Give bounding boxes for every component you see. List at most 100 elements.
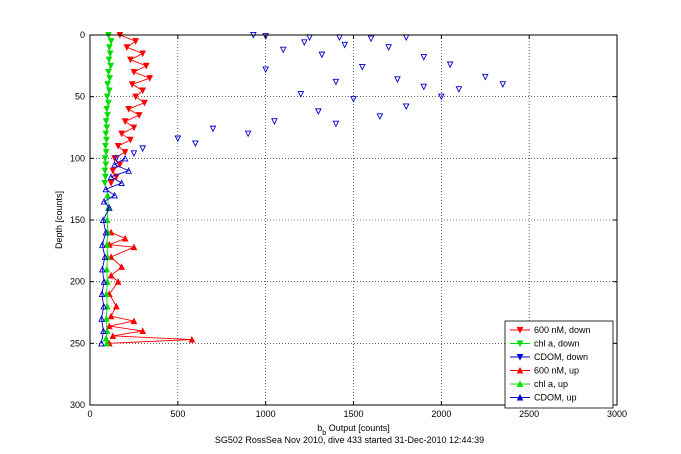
data-point [107,312,115,320]
data-point [107,179,115,187]
data-point [118,263,125,270]
x-tick-label: 2500 [519,409,539,419]
data-point [101,155,109,162]
data-point [118,130,125,138]
data-point [105,44,113,51]
data-point [262,66,269,74]
data-point [105,56,113,64]
data-point [125,167,132,174]
data-point [141,99,148,107]
series [98,154,132,347]
data-point [100,278,108,285]
data-point [516,353,524,361]
legend-entry: chl a, down [510,339,580,349]
legend-box [504,320,614,409]
data-point [114,142,122,150]
data-point [107,38,115,45]
x-axis-label-sub: b [322,430,326,437]
data-point [139,50,147,58]
legend-label: chl a, up [534,379,568,389]
data-point [279,46,287,54]
data-point [130,150,138,158]
data-point [105,87,113,95]
legend-label: CDOM, down [534,352,588,362]
data-point [146,75,154,82]
data-point [103,216,111,224]
data-point [499,81,507,88]
y-tick-label: 0 [80,30,85,40]
data-point [139,87,147,95]
grid-lines [90,35,617,405]
data-point [455,86,463,93]
data-point [121,234,129,242]
data-point [109,332,117,339]
data-point [107,173,115,180]
data-point [332,78,340,86]
data-point [142,62,150,70]
chart-caption: SG502 RossSea Nov 2010, dive 433 started… [215,435,484,445]
data-point [420,54,428,61]
x-tick-label: 1500 [343,409,363,419]
data-point [130,124,138,132]
data-point [336,34,343,42]
data-point [100,327,107,335]
data-point [106,75,114,82]
data-point [118,179,125,187]
data-point [420,83,428,91]
data-point [98,241,106,248]
data-point [446,61,454,69]
data-point [107,62,115,70]
data-point [103,315,110,322]
data-point [402,103,410,111]
data-point [367,35,375,43]
series [113,31,507,162]
tick-labels: 0 500 1000 1500 2000 2500 3000 0 50 100 150 200 250 3… [70,30,627,419]
data-point [102,142,109,150]
series-line [108,231,192,344]
data-point [132,93,140,101]
data-point [174,135,182,143]
data-point [318,51,326,59]
data-point [99,216,107,224]
series [102,191,112,347]
legend-label: 600 nM, down [534,325,591,335]
data-point [102,149,110,156]
data-point [516,326,524,334]
legend-label: chl a, down [534,339,580,349]
data-point [98,339,105,347]
data-point [114,278,122,285]
data-point [103,265,111,273]
y-tick-label: 150 [70,215,85,225]
x-axis-label-main: b [317,423,322,433]
data-point [188,336,196,343]
x-tick-label: 1000 [256,409,276,419]
y-tick-label: 300 [70,400,85,410]
data-point [104,191,111,199]
data-point [121,118,129,125]
data-point [350,96,357,103]
data-point [106,50,114,58]
data-point [516,340,524,348]
data-point [105,204,113,211]
data-point [297,91,305,98]
data-point [516,380,524,388]
data-point [130,317,138,325]
data-point [130,68,138,76]
legend-entry: CDOM, down [510,352,588,362]
data-point [104,81,111,88]
data-point [209,125,217,133]
data-point [100,302,108,310]
data-point [394,76,401,84]
data-point [101,167,109,175]
data-point [332,120,340,128]
data-point [130,243,138,251]
data-point [438,93,445,101]
data-point [127,136,134,144]
data-point [102,161,110,169]
data-point [481,73,489,81]
data-point [102,228,110,236]
legend: 600 nM, down chl a, down CDOM, down 600 nM,… [504,320,614,409]
data-point [121,154,129,162]
data-point [306,34,313,42]
data-point [98,265,106,273]
